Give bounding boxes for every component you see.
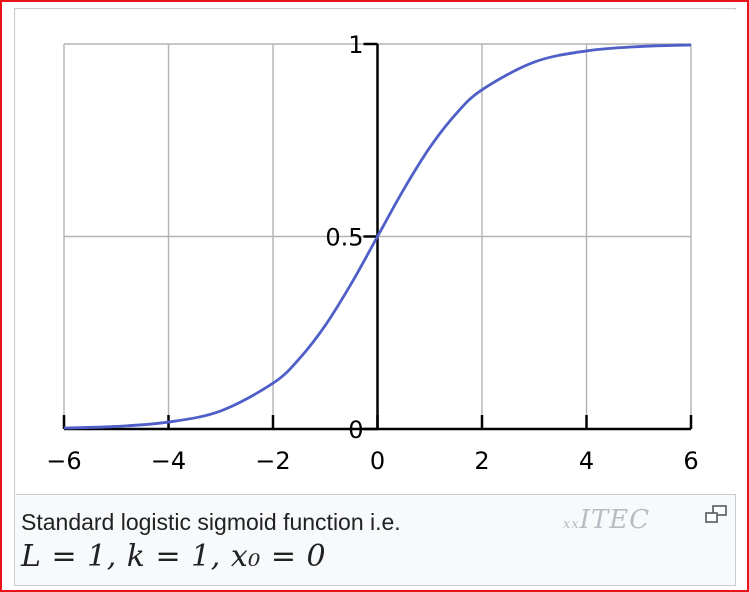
x-tick-label: 2 (474, 447, 489, 475)
sigmoid-curve (63, 43, 692, 430)
x-tick-label: −4 (151, 447, 186, 475)
chart-image[interactable]: −6 −4 −2 0 2 4 6 0 0.5 1 (16, 10, 736, 495)
x-tick-label: 6 (683, 447, 698, 475)
y-tick-label: 0 (348, 416, 363, 444)
figure-thumbnail: −6 −4 −2 0 2 4 6 0 0.5 1 Standard logistic sigmoi… (14, 8, 736, 586)
watermark-prefix: xx (563, 517, 580, 532)
x-tick-label: 4 (579, 447, 594, 475)
x-tick-label: 0 (370, 447, 385, 475)
y-tick-label: 0.5 (325, 224, 363, 252)
enlarge-icon[interactable] (703, 504, 729, 526)
x-tick-label: −6 (46, 447, 81, 475)
sigmoid-chart: −6 −4 −2 0 2 4 6 0 0.5 1 (46, 31, 698, 475)
y-tick-label: 1 (348, 31, 363, 59)
caption-formula: L = 1, k = 1, x₀ = 0 (21, 539, 327, 574)
enlarge-icon-glyph (705, 505, 727, 523)
itec-watermark: xxITEC (563, 505, 650, 535)
figure-caption: Standard logistic sigmoid function i.e. (21, 509, 401, 535)
watermark-text: ITEC (579, 505, 651, 535)
x-tick-label: −2 (255, 447, 290, 475)
